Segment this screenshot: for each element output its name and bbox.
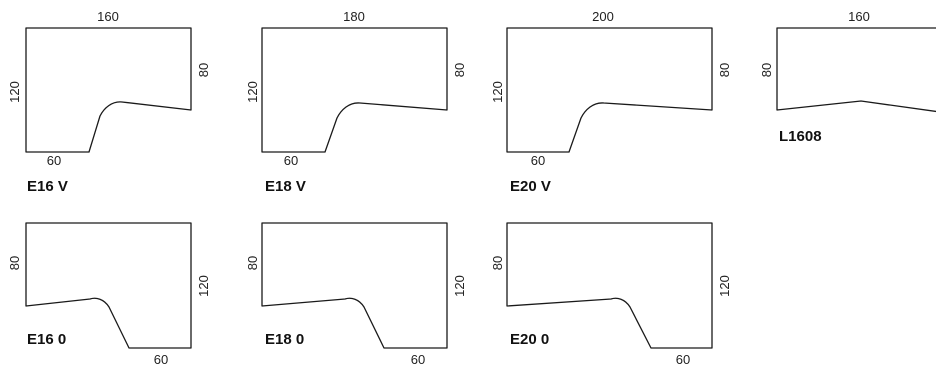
cutout-label: 60 xyxy=(284,153,298,168)
width-label: 180 xyxy=(343,9,365,24)
model-code: E18 V xyxy=(265,178,306,195)
left-depth-label: 120 xyxy=(245,81,260,103)
desk-e20-v: 200 120 80 60 E20 V xyxy=(490,9,732,195)
cutout-label: 60 xyxy=(411,352,425,367)
left-depth-label: 120 xyxy=(490,81,505,103)
desk-outline xyxy=(506,27,713,153)
model-code: E16 V xyxy=(27,178,68,195)
desk-outline xyxy=(261,222,448,349)
right-depth-label: 80 xyxy=(717,63,732,77)
desk-e18-v: 180 120 80 60 E18 V xyxy=(245,9,467,195)
right-depth-label: 120 xyxy=(196,275,211,297)
desk-outline xyxy=(25,222,192,349)
left-depth-label: 120 xyxy=(7,81,22,103)
model-code: E18 0 xyxy=(265,331,304,348)
desk-outline xyxy=(261,27,448,153)
cutout-label: 60 xyxy=(676,352,690,367)
desk-l1608: 160 80 L1608 xyxy=(759,9,936,145)
left-depth-label: 80 xyxy=(245,256,260,270)
model-code: E20 V xyxy=(510,178,551,195)
right-depth-label: 80 xyxy=(452,63,467,77)
desk-outline xyxy=(776,27,936,113)
desk-e20-0: 80 120 60 E20 0 xyxy=(490,222,732,367)
right-depth-label: 120 xyxy=(717,275,732,297)
model-code: L1608 xyxy=(779,128,822,145)
width-label: 160 xyxy=(97,9,119,24)
width-label: 160 xyxy=(848,9,870,24)
desk-outline xyxy=(506,222,713,349)
width-label: 200 xyxy=(592,9,614,24)
model-code: E16 0 xyxy=(27,331,66,348)
cutout-label: 60 xyxy=(154,352,168,367)
right-depth-label: 120 xyxy=(452,275,467,297)
cutout-label: 60 xyxy=(47,153,61,168)
left-depth-label: 80 xyxy=(490,256,505,270)
right-depth-label: 80 xyxy=(196,63,211,77)
model-code: E20 0 xyxy=(510,331,549,348)
desk-e18-0: 80 120 60 E18 0 xyxy=(245,222,467,367)
left-depth-label: 80 xyxy=(759,63,774,77)
desk-e16-v: 160 120 80 60 E16 V xyxy=(7,9,211,195)
desk-e16-0: 80 120 60 E16 0 xyxy=(7,222,211,367)
desk-outline xyxy=(25,27,192,153)
left-depth-label: 80 xyxy=(7,256,22,270)
cutout-label: 60 xyxy=(531,153,545,168)
